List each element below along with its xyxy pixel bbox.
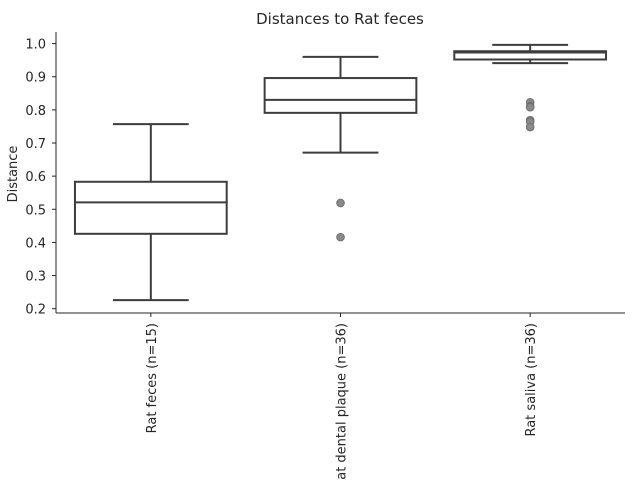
- y-tick-label: 0.2: [25, 303, 46, 318]
- y-tick-label: 1.0: [25, 38, 46, 53]
- y-tick-label: 0.6: [25, 170, 46, 185]
- box-series: [73, 43, 608, 302]
- box-iqr: [73, 180, 228, 235]
- box-iqr: [263, 77, 418, 114]
- y-tick-label: 0.4: [25, 236, 46, 251]
- box-group-2: [263, 55, 418, 242]
- y-axis-ticks: 0.2 0.3 0.4 0.5 0.6 0.7 0.8 0.9 1.0: [25, 38, 56, 318]
- x-axis-tick-labels: Rat feces (n=15) Rat dental plaque (n=36)…: [145, 313, 539, 480]
- y-tick-label: 0.7: [25, 137, 46, 152]
- y-tick-label: 0.5: [25, 203, 46, 218]
- category-label: Rat dental plaque (n=36): [335, 323, 350, 480]
- box-iqr: [453, 50, 608, 61]
- outlier-point: [336, 232, 345, 242]
- chart-title: Distances to Rat feces: [256, 10, 424, 28]
- y-tick-label: 0.9: [25, 71, 46, 86]
- category-label: Rat feces (n=15): [145, 323, 160, 433]
- y-axis-label: Distance: [6, 146, 21, 203]
- outlier-point: [525, 102, 535, 112]
- category-label: Rat saliva (n=36): [524, 323, 539, 437]
- y-tick-label: 0.3: [25, 270, 46, 285]
- outlier-point: [525, 122, 535, 132]
- outlier-point: [336, 198, 345, 208]
- y-tick-label: 0.8: [25, 104, 46, 119]
- box-group-3: [453, 43, 608, 132]
- box-group-1: [73, 123, 228, 302]
